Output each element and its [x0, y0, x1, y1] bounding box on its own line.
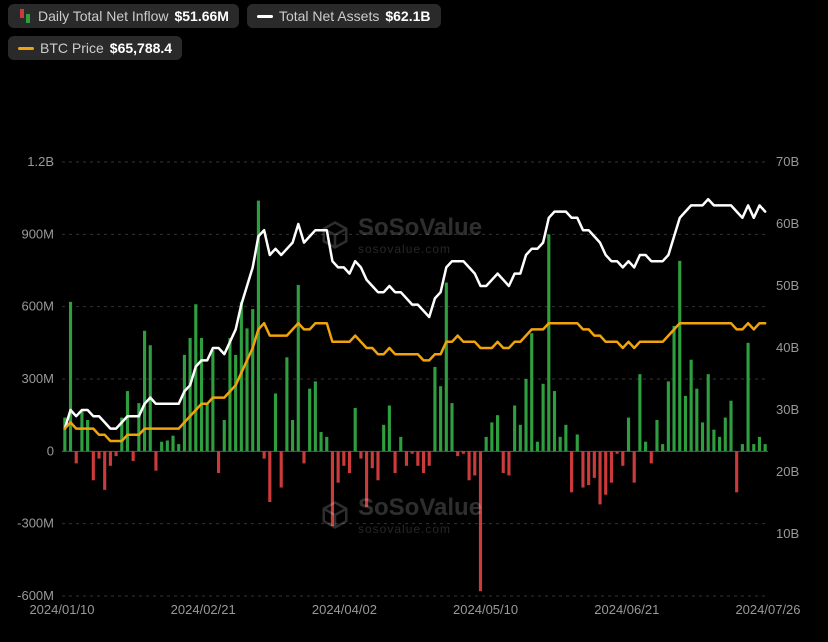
- svg-text:2024/06/21: 2024/06/21: [594, 602, 659, 617]
- svg-text:70B: 70B: [776, 154, 799, 169]
- svg-text:60B: 60B: [776, 216, 799, 231]
- legend-inflow-chip[interactable]: Daily Total Net Inflow $51.66M: [8, 4, 239, 28]
- legend-assets-chip[interactable]: Total Net Assets $62.1B: [247, 4, 441, 28]
- legend-btc-chip[interactable]: BTC Price $65,788.4: [8, 36, 182, 60]
- svg-text:1.2B: 1.2B: [27, 154, 54, 169]
- svg-text:2024/01/10: 2024/01/10: [29, 602, 94, 617]
- chart-svg: 1.2B 900M 600M 300M 0 -300M -600M 70B 60B 50B 40B 3…: [0, 64, 828, 624]
- legend-btc-value: $65,788.4: [110, 40, 172, 56]
- legend-btc-label: BTC Price: [40, 40, 104, 56]
- line-icon-white: [257, 15, 273, 18]
- svg-text:0: 0: [47, 443, 54, 458]
- svg-text:2024/07/26: 2024/07/26: [735, 602, 800, 617]
- svg-text:2024/04/02: 2024/04/02: [312, 602, 377, 617]
- svg-text:600M: 600M: [21, 299, 54, 314]
- svg-text:-600M: -600M: [17, 588, 54, 603]
- line-icon-orange: [18, 47, 34, 50]
- legend-row-2: BTC Price $65,788.4: [0, 32, 828, 64]
- legend-assets-value: $62.1B: [385, 8, 430, 24]
- legend-inflow-value: $51.66M: [174, 8, 228, 24]
- svg-text:900M: 900M: [21, 226, 54, 241]
- svg-text:20B: 20B: [776, 464, 799, 479]
- svg-text:2024/02/21: 2024/02/21: [171, 602, 236, 617]
- svg-text:-300M: -300M: [17, 516, 54, 531]
- svg-text:30B: 30B: [776, 402, 799, 417]
- svg-text:50B: 50B: [776, 278, 799, 293]
- svg-text:40B: 40B: [776, 340, 799, 355]
- legend-inflow-label: Daily Total Net Inflow: [38, 8, 168, 24]
- legend-assets-label: Total Net Assets: [279, 8, 379, 24]
- legend-row-1: Daily Total Net Inflow $51.66M Total Net…: [0, 0, 828, 32]
- bars-icon: [18, 9, 32, 23]
- svg-text:10B: 10B: [776, 526, 799, 541]
- svg-text:300M: 300M: [21, 371, 54, 386]
- chart-area[interactable]: 1.2B 900M 600M 300M 0 -300M -600M 70B 60B 50B 40B 3…: [0, 64, 828, 624]
- svg-text:2024/05/10: 2024/05/10: [453, 602, 518, 617]
